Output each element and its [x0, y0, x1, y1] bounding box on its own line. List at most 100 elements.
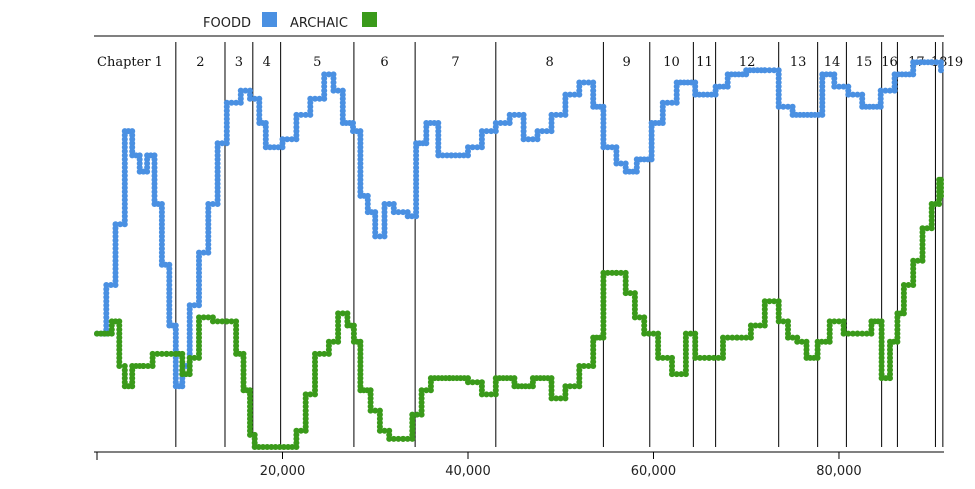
data-point — [826, 338, 833, 345]
data-point — [622, 273, 629, 280]
data-point — [158, 257, 165, 264]
data-point — [298, 427, 304, 434]
data-point — [743, 334, 750, 341]
data-point — [121, 192, 128, 199]
chapter-label-3: 3 — [235, 55, 243, 70]
data-point — [376, 419, 383, 426]
data-point — [242, 87, 249, 94]
data-point — [692, 91, 699, 98]
series-points-archaic — [94, 176, 944, 450]
data-point — [279, 136, 286, 143]
data-point — [116, 322, 123, 329]
data-point — [604, 269, 611, 276]
data-point — [520, 128, 527, 135]
data-point — [298, 111, 304, 118]
data-point — [692, 354, 699, 361]
data-point — [233, 334, 240, 341]
data-point — [775, 83, 782, 90]
data-point — [700, 91, 707, 98]
data-point — [209, 318, 216, 325]
data-point — [766, 298, 773, 305]
data-point — [891, 83, 898, 90]
data-point — [794, 338, 801, 345]
legend-label-archaic: ARCHAIC — [290, 16, 348, 31]
data-point — [321, 71, 328, 78]
data-point — [395, 209, 402, 216]
data-point — [376, 427, 383, 434]
data-point — [302, 111, 309, 118]
chapter-label-9: 9 — [622, 55, 630, 70]
data-point — [140, 363, 147, 369]
chapter-label-11: 11 — [696, 55, 713, 70]
data-point — [400, 209, 407, 216]
data-point — [372, 209, 379, 216]
chapter-lines — [175, 42, 944, 447]
data-point — [706, 354, 713, 361]
data-point — [214, 152, 221, 159]
chapter-label-16: 16 — [881, 55, 898, 70]
data-point — [469, 379, 476, 386]
data-point — [567, 91, 573, 98]
data-point — [613, 269, 620, 276]
data-point — [413, 180, 420, 187]
data-point — [247, 387, 253, 394]
chapter-label-10: 10 — [663, 55, 680, 70]
data-point — [214, 318, 221, 325]
series-line-foodd — [97, 60, 943, 388]
data-point — [172, 363, 179, 369]
data-point — [708, 91, 715, 98]
data-point — [659, 99, 666, 106]
data-point — [108, 326, 115, 333]
data-point — [158, 229, 165, 236]
data-point — [214, 192, 221, 199]
data-point — [172, 322, 179, 329]
data-point — [196, 342, 202, 349]
data-point — [622, 164, 629, 171]
data-point — [511, 111, 518, 118]
data-point — [289, 444, 296, 450]
x-tick-label: 40,000 — [445, 464, 491, 479]
data-point — [488, 128, 495, 135]
data-point — [121, 209, 128, 216]
data-point — [761, 302, 768, 309]
data-point — [404, 213, 411, 220]
data-point — [506, 111, 513, 118]
data-point — [819, 107, 826, 114]
data-point — [775, 75, 782, 82]
data-point — [321, 95, 328, 102]
data-point — [129, 132, 136, 139]
data-point — [682, 342, 689, 349]
data-point — [720, 342, 726, 349]
data-point — [166, 318, 173, 325]
data-point — [186, 302, 193, 309]
data-point — [928, 221, 935, 228]
data-point — [251, 444, 258, 450]
data-point — [724, 334, 731, 341]
data-point — [151, 184, 158, 191]
data-point — [585, 363, 592, 369]
data-point — [196, 302, 202, 309]
data-point — [938, 188, 944, 195]
chapter-label-5: 5 — [313, 55, 321, 70]
x-tick-label: 80,000 — [816, 464, 862, 479]
data-point — [819, 79, 826, 86]
data-point — [256, 107, 263, 114]
data-point — [302, 423, 309, 430]
data-point — [562, 383, 569, 390]
data-point — [325, 338, 332, 345]
data-point — [413, 205, 420, 212]
data-point — [529, 379, 536, 386]
data-point — [826, 326, 833, 333]
data-point — [330, 87, 337, 94]
data-point — [529, 383, 536, 390]
data-point — [136, 164, 143, 171]
data-point — [435, 136, 442, 143]
data-point — [121, 201, 128, 207]
data-point — [262, 124, 269, 130]
data-point — [465, 148, 471, 155]
data-point — [293, 431, 300, 438]
data-point — [600, 310, 607, 317]
data-point — [339, 310, 346, 317]
data-point — [325, 71, 332, 78]
